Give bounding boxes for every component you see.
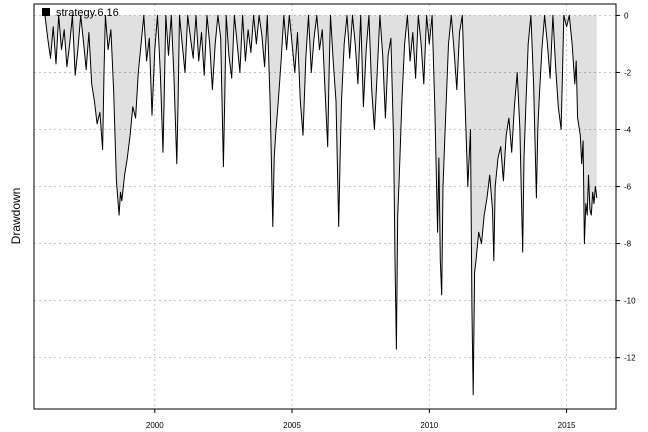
series-layer bbox=[44, 14, 598, 396]
y-tick-label: -4 bbox=[624, 125, 632, 134]
y-tick-label: 0 bbox=[624, 11, 629, 20]
y-tick-label: -8 bbox=[624, 240, 632, 249]
x-tick-label: 2005 bbox=[283, 421, 301, 430]
legend: strategy.6.16 bbox=[42, 7, 119, 19]
legend-label: strategy.6.16 bbox=[56, 7, 119, 19]
series-line bbox=[44, 14, 598, 396]
x-tick-label: 2015 bbox=[558, 421, 576, 430]
plot-frame bbox=[33, 3, 617, 410]
y-axis: 0 -2 -4 -6 -8 -10 -12 bbox=[616, 11, 636, 363]
legend-swatch bbox=[42, 8, 50, 16]
y-tick-label: -12 bbox=[624, 354, 636, 363]
x-tick-label: 2000 bbox=[146, 421, 164, 430]
x-axis: 2000 2005 2010 2015 bbox=[146, 409, 576, 430]
x-tick-label: 2010 bbox=[420, 421, 438, 430]
y-tick-label: -6 bbox=[624, 183, 632, 192]
y-axis-title: Drawdown bbox=[9, 188, 23, 245]
y-tick-label: -10 bbox=[624, 297, 636, 306]
y-tick-label: -2 bbox=[624, 68, 632, 77]
